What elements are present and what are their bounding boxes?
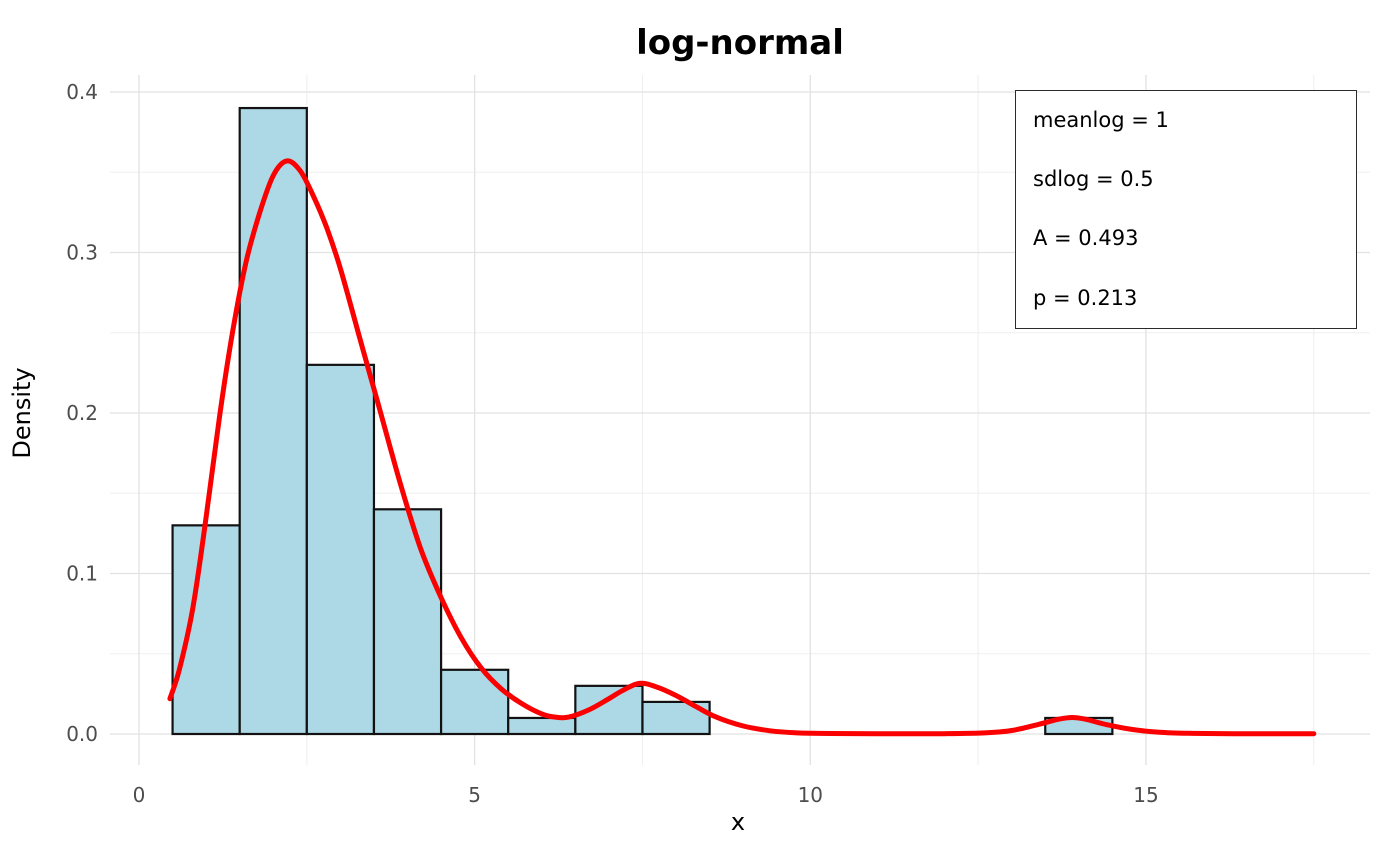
stats-line-anderson-darling: A = 0.493 [1033, 226, 1139, 251]
stats-line-pvalue: p = 0.213 [1033, 285, 1138, 310]
tick-labels-group: 0 5 10 15 0.0 0.1 0.2 0.3 0.4 [66, 80, 1158, 807]
histogram-bars-group [171, 106, 1114, 736]
x-axis-tick-label: 15 [1133, 783, 1158, 807]
y-axis-tick-label: 0.2 [66, 401, 98, 425]
histogram-bar [507, 716, 577, 736]
x-axis-tick-label: 10 [798, 783, 823, 807]
y-axis-tick-label: 0.1 [66, 562, 98, 586]
histogram-bar [171, 524, 241, 736]
y-axis-tick-label: 0.3 [66, 241, 98, 265]
chart-title: log-normal [636, 23, 844, 63]
y-axis-tick-label: 0.4 [66, 80, 98, 104]
x-axis-title: x [731, 808, 745, 836]
histogram-bar [372, 508, 443, 736]
density-curve-group [167, 158, 1317, 737]
x-axis-tick-label: 5 [468, 783, 481, 807]
stats-line-meanlog: meanlog = 1 [1033, 108, 1169, 132]
stats-box: meanlog = 1 sdlog = 0.5 A = 0.493 p = 0.… [1015, 90, 1357, 329]
histogram-bar [439, 668, 510, 736]
y-axis-tick-label: 0.0 [66, 722, 98, 746]
stats-line-sdlog: sdlog = 0.5 [1033, 167, 1154, 192]
histogram-bar [238, 106, 308, 736]
x-axis-tick-label: 0 [133, 783, 146, 807]
density-curve [167, 158, 1317, 737]
y-axis-title: Density [8, 367, 36, 458]
histogram-bar [305, 363, 376, 736]
